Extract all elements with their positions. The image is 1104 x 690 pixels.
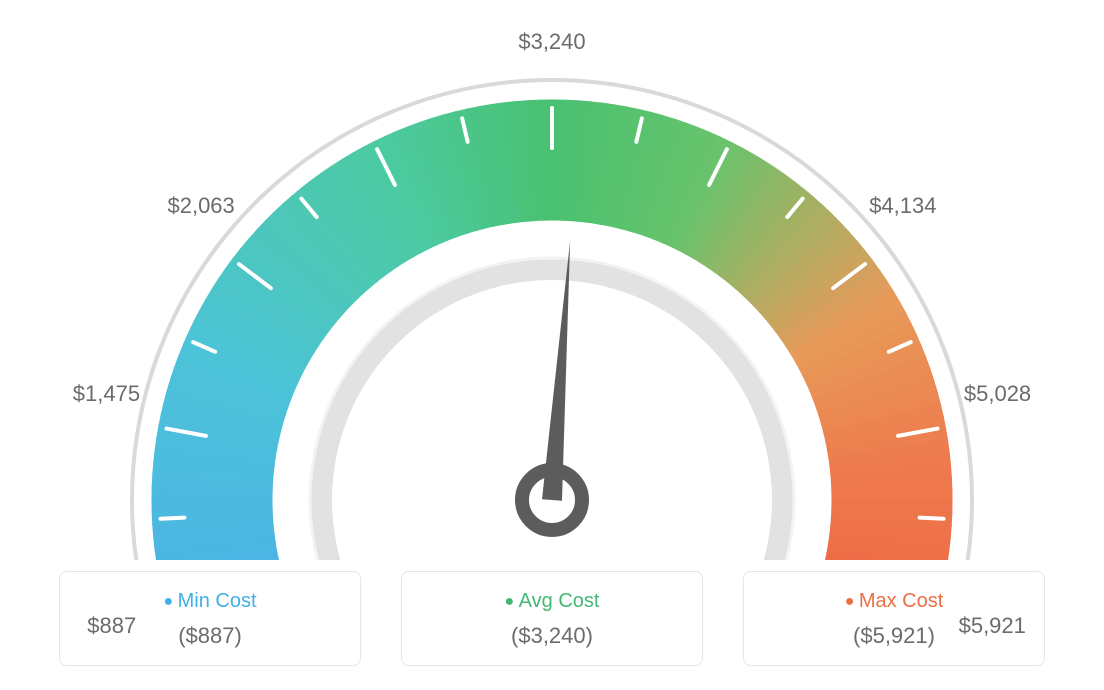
legend-avg-label: Avg Cost — [402, 590, 702, 613]
gauge-scale-label: $3,240 — [518, 29, 585, 55]
legend-max-card: Max Cost ($5,921) — [743, 571, 1045, 666]
gauge-scale-label: $5,028 — [964, 381, 1031, 407]
legend-min-label: Min Cost — [60, 590, 360, 613]
gauge-scale-label: $4,134 — [869, 193, 936, 219]
legend-min-value: ($887) — [60, 623, 360, 649]
legend-max-value: ($5,921) — [744, 623, 1044, 649]
legend-max-label: Max Cost — [744, 590, 1044, 613]
legend: Min Cost ($887) Avg Cost ($3,240) Max Co… — [0, 571, 1104, 666]
legend-min-card: Min Cost ($887) — [59, 571, 361, 666]
cost-gauge-widget: $887$1,475$2,063$3,240$4,134$5,028$5,921… — [0, 0, 1104, 690]
gauge-area: $887$1,475$2,063$3,240$4,134$5,028$5,921 — [0, 0, 1104, 560]
legend-avg-value: ($3,240) — [402, 623, 702, 649]
gauge-scale-label: $2,063 — [167, 193, 234, 219]
gauge-chart — [0, 0, 1104, 560]
legend-avg-card: Avg Cost ($3,240) — [401, 571, 703, 666]
gauge-scale-label: $1,475 — [73, 381, 140, 407]
